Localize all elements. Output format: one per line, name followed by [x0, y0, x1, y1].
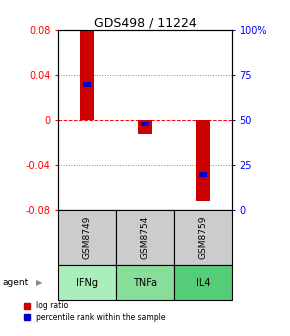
Bar	[80, 31, 94, 120]
Text: GSM8759: GSM8759	[198, 216, 208, 259]
Bar	[174, 210, 232, 265]
Bar	[199, 172, 207, 176]
Legend: log ratio, percentile rank within the sample: log ratio, percentile rank within the sa…	[23, 301, 165, 322]
Text: TNFa: TNFa	[133, 278, 157, 288]
Text: IL4: IL4	[196, 278, 210, 288]
Bar	[58, 210, 116, 265]
Text: GSM8754: GSM8754	[140, 216, 150, 259]
Bar	[141, 122, 149, 126]
Text: agent: agent	[3, 278, 29, 287]
Bar	[196, 120, 210, 201]
Bar	[116, 210, 174, 265]
Text: IFNg: IFNg	[76, 278, 98, 288]
Text: ▶: ▶	[36, 278, 42, 287]
Bar	[83, 82, 91, 86]
Bar	[116, 265, 174, 300]
Bar	[58, 265, 116, 300]
Bar	[138, 120, 152, 134]
Text: GSM8749: GSM8749	[82, 216, 92, 259]
Title: GDS498 / 11224: GDS498 / 11224	[94, 16, 196, 29]
Bar	[174, 265, 232, 300]
